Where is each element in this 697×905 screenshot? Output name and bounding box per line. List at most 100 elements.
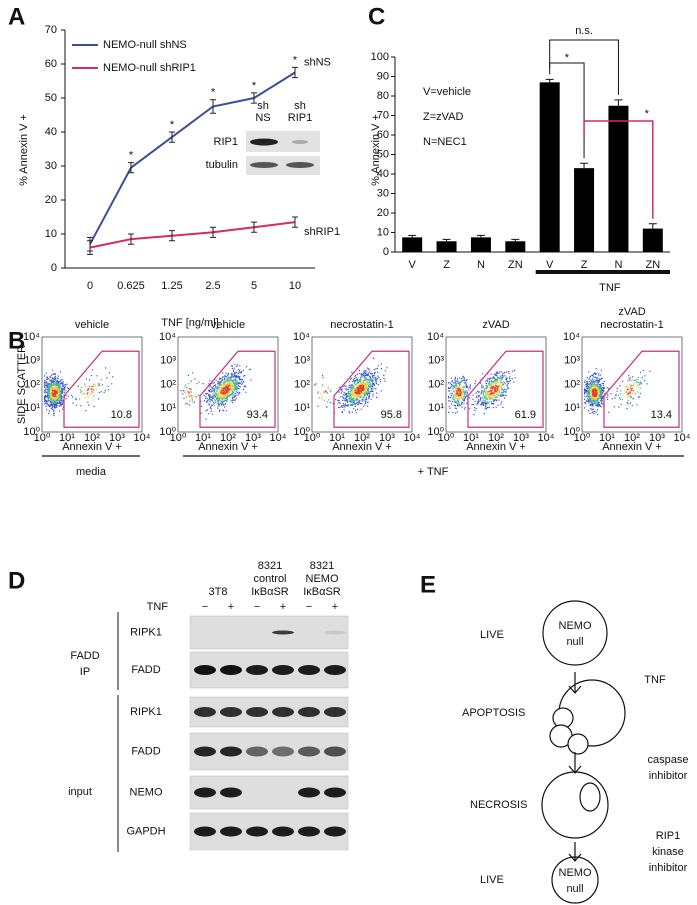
group-label: + TNF <box>418 466 449 478</box>
x-tick-label: 10⁰ <box>34 432 51 444</box>
error-bar <box>292 216 298 228</box>
error-bar <box>511 238 520 242</box>
blot-strip <box>189 732 349 771</box>
sign: − <box>254 601 260 613</box>
blot-strip <box>246 156 320 175</box>
sign: − <box>202 601 208 613</box>
plot-title: necrostatin-1 <box>600 319 664 331</box>
blot-band <box>220 707 242 717</box>
scatter-dots <box>319 381 369 400</box>
annotation: * <box>645 108 650 120</box>
step: caspase <box>648 754 689 766</box>
blot-band <box>298 707 320 717</box>
y-tick-label: 10⁴ <box>23 331 40 343</box>
group-label: IP <box>80 666 90 678</box>
x-tick-label: Z <box>443 259 450 271</box>
x-tick-label: 0 <box>87 280 93 292</box>
significance: * <box>170 119 175 131</box>
annotation: n.s. <box>575 25 593 37</box>
step: RIP1 <box>656 830 680 842</box>
scatter-dots <box>451 377 506 404</box>
blot-band <box>250 162 278 168</box>
inset-column: NS <box>255 112 270 124</box>
x-tick-label: ZN <box>508 259 523 271</box>
x-tick-label: 10² <box>624 432 640 444</box>
bar <box>436 241 457 252</box>
group-bar <box>535 270 670 274</box>
blot-band <box>246 826 268 837</box>
row-label: RIPK1 <box>130 626 162 638</box>
plot-title: vehicle <box>211 319 245 331</box>
y-tick-label: 10² <box>428 378 444 390</box>
scatter-dots <box>49 383 98 401</box>
x-axis-label: Annexin V + <box>332 441 392 453</box>
x-tick-label: 10⁰ <box>438 432 455 444</box>
y-tick-label: 70 <box>377 109 389 121</box>
cell-label: null <box>566 636 583 648</box>
scatter-dots <box>314 357 388 414</box>
blot-band <box>220 746 242 757</box>
y-tick-label: 10¹ <box>160 402 176 414</box>
blot-band <box>298 787 320 798</box>
y-tick-label: 10⁰ <box>23 426 40 438</box>
x-tick-label: 10³ <box>513 432 529 444</box>
scatter-dots <box>187 384 231 397</box>
blot-strip <box>189 651 349 689</box>
inset-row: tubulin <box>206 159 238 171</box>
x-tick-label: 10² <box>354 432 370 444</box>
scatter-dots <box>589 381 639 401</box>
bar <box>539 82 560 252</box>
x-tick-label: 10 <box>289 280 301 292</box>
y-tick-label: 70 <box>45 24 57 36</box>
bar <box>470 237 491 252</box>
y-tick-label: 10³ <box>294 355 310 367</box>
legend-text: Z=zVAD <box>423 111 464 123</box>
x-tick-label: 10⁴ <box>404 432 421 444</box>
x-tick-label: 10¹ <box>59 432 75 444</box>
blot-band <box>194 746 216 757</box>
error-bar <box>169 230 175 242</box>
column-label: 8321 <box>258 560 282 572</box>
x-tick-label: N <box>477 259 485 271</box>
error-bar <box>210 99 216 114</box>
sign: + <box>332 601 338 613</box>
error-bar <box>251 221 257 233</box>
x-tick-label: 10⁰ <box>304 432 321 444</box>
treatment-label: TNF <box>147 601 169 613</box>
y-tick-label: 30 <box>377 187 389 199</box>
error-bar <box>442 238 451 242</box>
y-tick-label: 100 <box>371 51 389 63</box>
blot-band <box>194 787 216 798</box>
row-label: GAPDH <box>126 825 165 837</box>
y-tick-label: 10² <box>564 378 580 390</box>
x-tick-label: 10⁴ <box>270 432 287 444</box>
error-bar <box>648 223 657 229</box>
panel-label: D <box>8 567 25 594</box>
bar <box>574 168 595 252</box>
gate <box>63 350 140 428</box>
blot-band <box>298 826 320 837</box>
x-tick-label: 10¹ <box>599 432 615 444</box>
y-tick-label: 10 <box>377 226 389 238</box>
gate <box>467 350 544 428</box>
x-axis-label: TNF [ng/ml] <box>161 317 218 329</box>
y-tick-label: 10¹ <box>428 402 444 414</box>
x-tick-label: 10⁴ <box>674 432 691 444</box>
blot-band <box>272 630 294 635</box>
error-bar <box>87 240 93 255</box>
gate-percent: 93.4 <box>247 409 268 421</box>
x-tick-label: 10¹ <box>195 432 211 444</box>
step: TNF <box>644 674 666 686</box>
x-axis-label: Annexin V + <box>198 441 258 453</box>
x-tick-label: 10¹ <box>329 432 345 444</box>
error-bar <box>292 66 298 79</box>
y-axis-label: SIDE SCATTER <box>16 345 28 424</box>
x-tick-label: 10² <box>220 432 236 444</box>
blot-strip <box>189 775 349 810</box>
column-label: control <box>253 573 286 585</box>
row-label: FADD <box>131 664 160 676</box>
bar <box>642 228 663 252</box>
x-tick-label: 10³ <box>379 432 395 444</box>
y-axis-label: % Annexin V + <box>18 114 30 186</box>
row-label: NEMO <box>130 786 163 798</box>
